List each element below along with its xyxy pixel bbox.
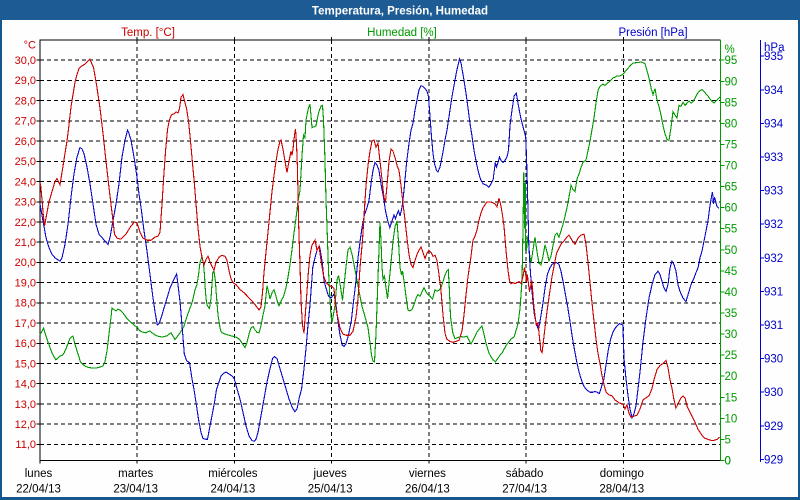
svg-text:domingo: domingo	[600, 468, 644, 480]
svg-text:Presión [hPa]: Presión [hPa]	[618, 27, 687, 39]
svg-text:16,0: 16,0	[15, 338, 36, 350]
svg-text:934: 934	[764, 118, 784, 130]
svg-text:21,0: 21,0	[15, 237, 36, 249]
svg-text:24,0: 24,0	[15, 176, 36, 188]
svg-text:30: 30	[725, 329, 738, 341]
svg-text:25,0: 25,0	[15, 156, 36, 168]
svg-text:931: 931	[764, 286, 783, 298]
svg-text:35: 35	[725, 308, 738, 320]
svg-text:26,0: 26,0	[15, 136, 36, 148]
svg-text:30,0: 30,0	[15, 55, 36, 67]
svg-text:25/04/13: 25/04/13	[308, 484, 353, 496]
svg-text:95: 95	[725, 55, 738, 67]
svg-text:15: 15	[725, 392, 738, 404]
svg-text:20,0: 20,0	[15, 257, 36, 269]
svg-text:19,0: 19,0	[15, 277, 36, 289]
svg-text:viernes: viernes	[409, 468, 446, 480]
svg-text:55: 55	[725, 224, 738, 236]
svg-text:°C: °C	[24, 40, 36, 52]
svg-text:933: 933	[764, 186, 783, 198]
svg-text:0: 0	[725, 456, 731, 468]
svg-text:Temp. [°C]: Temp. [°C]	[121, 27, 175, 39]
svg-text:29,0: 29,0	[15, 75, 36, 87]
svg-text:Temperatura, Presión, Humedad: Temperatura, Presión, Humedad	[312, 6, 488, 18]
svg-text:17,0: 17,0	[15, 318, 36, 330]
svg-text:jueves: jueves	[312, 468, 346, 480]
svg-text:930: 930	[764, 387, 783, 399]
svg-text:12,0: 12,0	[15, 419, 36, 431]
svg-text:933: 933	[764, 152, 783, 164]
svg-text:929: 929	[764, 421, 783, 433]
svg-text:28,0: 28,0	[15, 95, 36, 107]
svg-text:11,0: 11,0	[15, 439, 36, 451]
svg-text:90: 90	[725, 76, 738, 88]
svg-text:5: 5	[725, 434, 731, 446]
svg-text:0: 0	[725, 456, 731, 468]
svg-text:80: 80	[725, 118, 738, 130]
svg-text:24/04/13: 24/04/13	[211, 484, 256, 496]
svg-text:20: 20	[725, 371, 738, 383]
svg-text:23/04/13: 23/04/13	[113, 484, 158, 496]
svg-text:65: 65	[725, 182, 738, 194]
svg-text:935: 935	[764, 51, 783, 63]
svg-text:50: 50	[725, 245, 738, 257]
svg-text:26/04/13: 26/04/13	[405, 484, 450, 496]
svg-text:miércoles: miércoles	[208, 468, 257, 480]
svg-text:70: 70	[725, 161, 738, 173]
svg-text:929: 929	[764, 454, 783, 466]
svg-text:932: 932	[764, 253, 783, 265]
svg-text:27/04/13: 27/04/13	[502, 484, 547, 496]
svg-text:13,0: 13,0	[15, 399, 36, 411]
svg-text:932: 932	[764, 219, 783, 231]
svg-text:hPa: hPa	[764, 42, 785, 54]
svg-text:martes: martes	[118, 468, 153, 480]
svg-text:85: 85	[725, 97, 738, 109]
svg-text:931: 931	[764, 320, 783, 332]
svg-text:60: 60	[725, 203, 738, 215]
svg-text:75: 75	[725, 140, 738, 152]
svg-text:Humedad [%]: Humedad [%]	[367, 27, 437, 39]
svg-text:15,0: 15,0	[15, 358, 36, 370]
svg-text:27,0: 27,0	[15, 116, 36, 128]
svg-text:25: 25	[725, 350, 738, 362]
svg-text:28/04/13: 28/04/13	[599, 484, 644, 496]
svg-text:23,0: 23,0	[15, 197, 36, 209]
svg-text:22/04/13: 22/04/13	[16, 484, 61, 496]
svg-text:934: 934	[764, 85, 784, 97]
svg-text:40: 40	[725, 287, 738, 299]
svg-text:22,0: 22,0	[15, 217, 36, 229]
svg-text:14,0: 14,0	[15, 379, 36, 391]
svg-text:10: 10	[725, 413, 738, 425]
svg-text:45: 45	[725, 266, 738, 278]
svg-text:%: %	[725, 44, 735, 56]
svg-text:sábado: sábado	[506, 468, 544, 480]
svg-text:18,0: 18,0	[15, 298, 36, 310]
svg-text:930: 930	[764, 354, 783, 366]
svg-text:lunes: lunes	[25, 468, 53, 480]
